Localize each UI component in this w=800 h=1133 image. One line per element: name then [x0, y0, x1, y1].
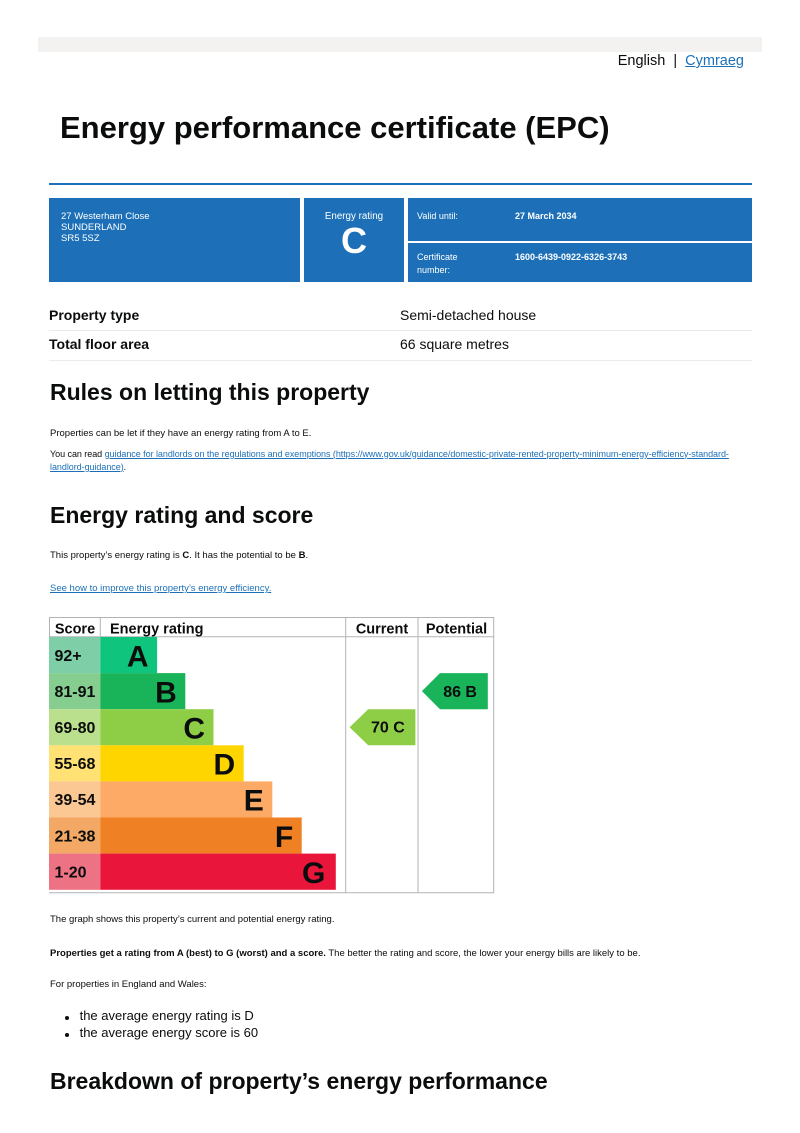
svg-text:G: G: [302, 857, 325, 890]
svg-text:92+: 92+: [55, 648, 82, 665]
svg-text:E: E: [244, 785, 264, 818]
svg-text:F: F: [275, 821, 293, 854]
svg-text:Score: Score: [55, 622, 95, 638]
svg-text:39-54: 39-54: [55, 792, 96, 809]
svg-text:D: D: [214, 749, 236, 782]
svg-text:70 C: 70 C: [371, 720, 405, 737]
svg-text:69-80: 69-80: [55, 720, 96, 737]
svg-text:Current: Current: [356, 622, 409, 638]
svg-text:A: A: [127, 640, 149, 673]
svg-text:21-38: 21-38: [55, 828, 96, 845]
svg-text:81-91: 81-91: [55, 684, 96, 701]
svg-text:Energy rating: Energy rating: [110, 622, 203, 638]
svg-text:55-68: 55-68: [55, 756, 96, 773]
svg-text:Potential: Potential: [426, 622, 487, 638]
svg-text:1-20: 1-20: [55, 864, 87, 881]
svg-text:86 B: 86 B: [443, 684, 477, 701]
svg-text:C: C: [183, 713, 205, 746]
svg-text:B: B: [155, 676, 177, 709]
